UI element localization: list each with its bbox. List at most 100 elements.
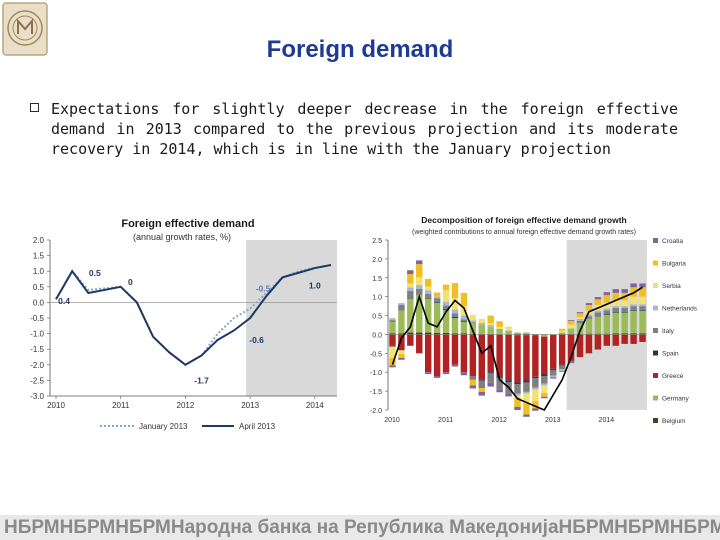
bar-segment-spain [612, 311, 619, 313]
bar-segment-serbia [514, 395, 521, 398]
data-label: 0 [128, 277, 133, 287]
bullet-text: Expectations for slightly deeper decreas… [51, 100, 678, 158]
bar-segment-germany [424, 298, 432, 333]
x-tick-label: 2012 [491, 417, 507, 424]
legend-label-january: January 2013 [139, 422, 188, 431]
legend-label-belgium: Belgium [662, 418, 685, 425]
legend-label-greece: Greece [662, 373, 684, 380]
checkbox-bullet-icon [30, 103, 39, 112]
bar-segment-greece [398, 334, 405, 350]
bar-segment-greece [603, 334, 611, 346]
bar-segment-spain [442, 309, 450, 311]
bar-segment-germany [639, 310, 646, 334]
y-tick-label: -3.0 [30, 392, 44, 401]
bar-segment-serbia [398, 350, 405, 355]
bar-segment-bulgaria [496, 321, 503, 327]
bar-segment-netherlands [532, 387, 539, 390]
bar-segment-germany [558, 332, 566, 335]
legend-swatch-bulgaria [653, 260, 658, 266]
x-tick-label: 2014 [599, 417, 615, 424]
legend-swatch-netherlands [653, 305, 658, 311]
y-tick-label: 0.5 [372, 314, 382, 321]
bar-segment-greece [478, 334, 485, 380]
bar-segment-netherlands [451, 309, 459, 314]
legend-swatch-belgium [653, 418, 658, 423]
bar-segment-croatia [514, 406, 521, 410]
bar-segment-greece [612, 334, 619, 346]
bar-segment-belgium [585, 333, 593, 335]
bar-segment-belgium [398, 333, 405, 335]
bar-segment-italy [398, 304, 405, 311]
bar-segment-italy [532, 378, 539, 388]
bar-segment-germany [603, 314, 611, 334]
bar-segment-italy [576, 320, 584, 323]
legend-label-netherlands: Netherlands [662, 306, 698, 313]
bar-segment-bulgaria [541, 393, 548, 397]
y-tick-label: -1.0 [370, 370, 382, 377]
bar-segment-bulgaria [576, 313, 584, 318]
bar-segment-greece [541, 336, 548, 375]
bar-segment-netherlands [585, 314, 593, 317]
bar-segment-serbia [567, 324, 575, 329]
projection-shading [246, 240, 337, 396]
bar-segment-bulgaria [514, 397, 521, 407]
bar-segment-netherlands [407, 287, 414, 291]
bar-segment-germany [585, 318, 593, 334]
bar-segment-croatia [451, 364, 459, 367]
bar-segment-croatia [487, 382, 494, 387]
bar-segment-greece [639, 334, 646, 342]
bar-segment-greece [523, 335, 530, 381]
bar-segment-greece [442, 334, 450, 373]
bar-segment-croatia [424, 372, 432, 375]
slide-title: Foreign demand [266, 36, 454, 63]
bar-segment-netherlands [433, 296, 441, 299]
bar-segment-serbia [505, 326, 512, 331]
bar-segment-germany [505, 330, 512, 335]
bar-segment-bulgaria [424, 278, 432, 287]
bar-segment-italy [523, 382, 530, 392]
bar-segment-spain [621, 311, 628, 313]
bar-segment-belgium [621, 333, 628, 335]
bar-segment-serbia [532, 389, 539, 401]
y-tick-label: 1.0 [372, 295, 382, 302]
bar-segment-belgium [407, 332, 414, 335]
bar-segment-italy [451, 313, 459, 318]
bar-segment-bulgaria [442, 284, 450, 291]
bar-segment-serbia [451, 298, 459, 310]
bar-segment-serbia [460, 306, 468, 316]
bar-segment-belgium [514, 334, 521, 336]
x-tick-label: 2012 [177, 401, 195, 410]
bar-segment-italy [612, 308, 619, 312]
bar-segment-netherlands [469, 320, 477, 323]
bar-segment-netherlands [442, 301, 450, 306]
bar-segment-bulgaria [398, 354, 405, 358]
bar-segment-greece [487, 334, 494, 373]
bar-segment-belgium [523, 334, 530, 336]
bar-segment-croatia [523, 414, 530, 417]
chart-legend: January 2013 April 2013 [100, 422, 276, 431]
bar-segment-italy [585, 316, 593, 319]
bar-segment-germany [612, 312, 619, 334]
bar-segment-croatia [469, 385, 477, 389]
x-tick-label: 2013 [545, 417, 561, 424]
bar-segment-italy [433, 298, 441, 302]
bar-segment-serbia [407, 283, 414, 288]
x-tick-label: 2014 [306, 401, 324, 410]
bar-segment-bulgaria [469, 379, 477, 386]
x-tick-label: 2011 [112, 401, 130, 410]
bar-segment-netherlands [621, 306, 628, 308]
y-tick-label: 0.5 [33, 283, 45, 292]
bar-segment-greece [389, 334, 396, 346]
bar-segment-netherlands [487, 325, 494, 327]
x-tick-label: 2013 [241, 401, 259, 410]
bar-segment-greece [621, 334, 628, 344]
bar-segment-croatia [398, 357, 405, 360]
bar-segment-spain [550, 368, 557, 370]
bar-segment-netherlands [603, 308, 611, 311]
bar-segment-spain [451, 317, 459, 319]
bar-segment-croatia [460, 372, 468, 376]
bar-segment-bulgaria [487, 315, 494, 324]
chart-subtitle: (annual growth rates, %) [133, 232, 231, 242]
series-line-april-2013 [55, 263, 332, 367]
legend-swatch-italy [653, 328, 658, 333]
